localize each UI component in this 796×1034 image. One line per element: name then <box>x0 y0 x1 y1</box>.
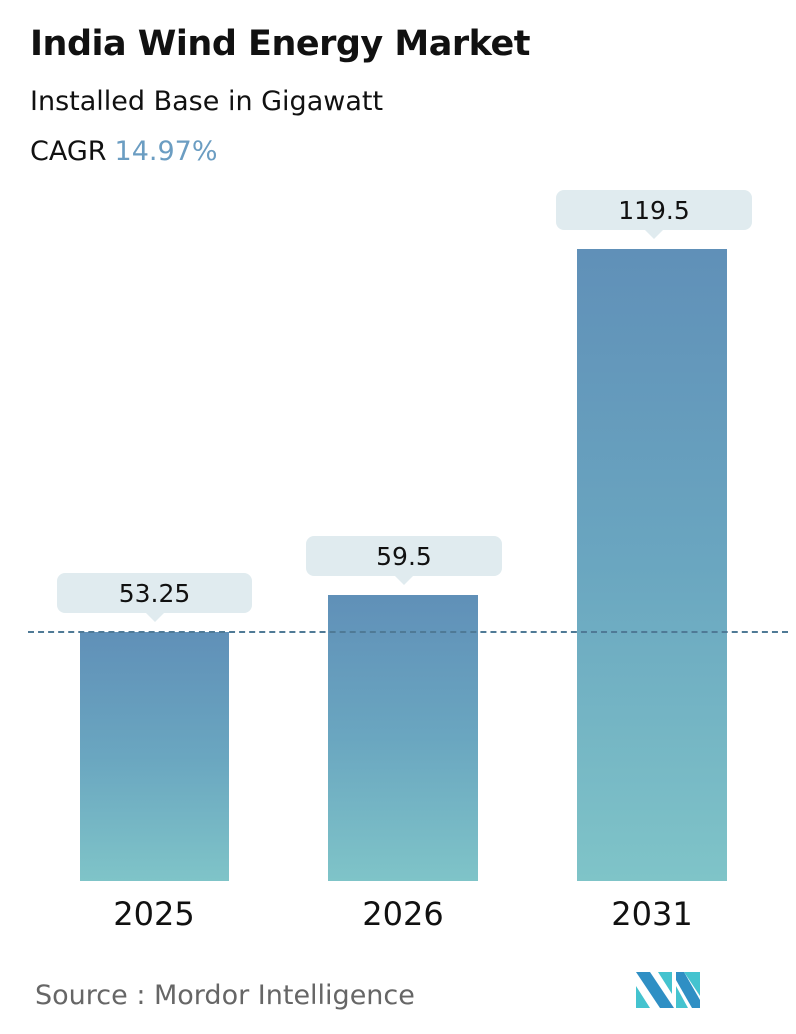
value-label-2026: 59.5 <box>306 536 502 585</box>
value-label-2025: 53.25 <box>57 573 252 622</box>
reference-line <box>28 631 788 633</box>
cagr-line: CAGR 14.97% <box>30 136 217 167</box>
bar-2031 <box>577 249 727 881</box>
cagr-value: 14.97% <box>114 136 218 167</box>
mordor-logo-icon <box>636 972 700 1008</box>
value-label-2031: 119.5 <box>556 190 752 239</box>
cagr-label: CAGR <box>30 136 107 167</box>
chart-title: India Wind Energy Market <box>30 24 530 64</box>
x-label-2026: 2026 <box>362 895 444 933</box>
chart-subtitle: Installed Base in Gigawatt <box>30 86 384 117</box>
x-label-2031: 2031 <box>611 895 693 933</box>
bar-2025 <box>80 632 229 881</box>
source-text: Source : Mordor Intelligence <box>35 980 415 1011</box>
bar-2026 <box>328 595 478 881</box>
x-label-2025: 2025 <box>113 895 195 933</box>
